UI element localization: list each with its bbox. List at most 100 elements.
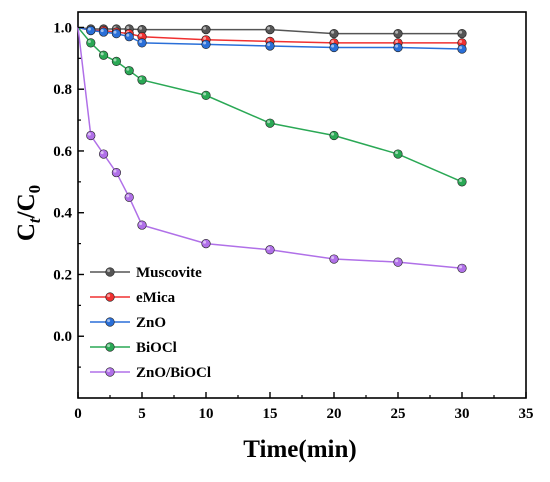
marker-highlight (113, 169, 117, 173)
marker-highlight (331, 132, 335, 136)
marker-highlight (203, 41, 207, 45)
data-point (111, 56, 121, 67)
data-point (329, 130, 339, 141)
x-tick-label: 30 (455, 406, 470, 422)
data-point (265, 25, 275, 35)
data-point (124, 32, 134, 42)
ticks-layer: 0 5 10 15 20 25 30 35 0.0 0.2 0.4 0.6 0.8 1.0 (53, 20, 533, 422)
marker-highlight (126, 67, 130, 71)
x-tick-label: 20 (327, 406, 342, 422)
legend-label: eMica (136, 290, 176, 306)
legend-label: ZnO/BiOCl (136, 365, 211, 381)
data-point (137, 75, 147, 85)
data-point (457, 29, 467, 39)
marker-fill (265, 118, 275, 128)
marker-highlight (459, 39, 463, 43)
marker-fill (329, 130, 339, 141)
data-point (98, 149, 109, 159)
marker-highlight (139, 39, 143, 43)
data-point (201, 25, 211, 35)
legend-item: BiOCl (90, 340, 177, 356)
marker-fill (86, 130, 96, 141)
data-point (265, 41, 275, 51)
marker-highlight (87, 39, 91, 43)
y-tick-label: 0.4 (53, 206, 72, 222)
marker-fill (111, 56, 121, 67)
legend-item: Muscovite (90, 265, 202, 281)
marker-highlight (126, 33, 130, 37)
y-axis-title-main: C (13, 223, 40, 241)
data-point (137, 25, 147, 35)
marker-highlight (113, 58, 117, 62)
marker-highlight (395, 151, 399, 155)
marker-highlight (203, 26, 207, 30)
legend-marker (105, 367, 115, 377)
legend-marker (105, 267, 115, 277)
data-point (124, 192, 134, 202)
legend-item: ZnO/BiOCl (90, 365, 211, 381)
marker-highlight (126, 194, 130, 198)
marker-highlight (107, 344, 111, 348)
marker-fill (201, 39, 211, 50)
series-line (77, 26, 463, 183)
data-point (393, 257, 403, 267)
legend-marker (105, 317, 115, 327)
marker-highlight (139, 222, 143, 226)
y-axis-title: Ct/C0 (13, 185, 44, 241)
data-point (393, 149, 403, 159)
marker-fill (457, 44, 467, 54)
marker-fill (265, 245, 275, 255)
marker-highlight (107, 269, 111, 273)
marker-highlight (139, 33, 143, 37)
series-zno (77, 25, 467, 54)
data-point (98, 50, 109, 60)
marker-fill (137, 38, 147, 48)
data-point (457, 177, 467, 187)
legend-label: Muscovite (136, 265, 202, 281)
data-point (86, 25, 96, 36)
marker-highlight (459, 30, 463, 34)
data-point (265, 245, 275, 255)
marker-highlight (203, 92, 207, 96)
data-point (111, 29, 121, 39)
data-point (329, 29, 339, 39)
legend-marker (105, 292, 115, 302)
data-point (201, 239, 211, 249)
x-tick-label: 15 (263, 406, 278, 422)
marker-fill (86, 25, 96, 36)
marker-fill (457, 263, 467, 273)
data-point (329, 254, 339, 264)
data-point (98, 27, 109, 37)
marker-fill (105, 342, 115, 352)
marker-highlight (267, 26, 271, 30)
data-point (137, 38, 147, 48)
marker-fill (98, 27, 109, 37)
marker-highlight (107, 369, 111, 373)
marker-fill (201, 239, 211, 249)
marker-highlight (107, 319, 111, 323)
marker-fill (329, 42, 339, 53)
x-tick-label: 0 (74, 406, 82, 422)
series-line (77, 27, 463, 270)
marker-highlight (395, 44, 399, 48)
marker-fill (265, 41, 275, 51)
legend-label: BiOCl (136, 340, 177, 356)
x-tick-label: 25 (391, 406, 406, 422)
marker-fill (105, 367, 115, 377)
marker-highlight (113, 30, 117, 34)
series-zno-biocl (77, 27, 467, 273)
marker-fill (329, 254, 339, 264)
marker-highlight (100, 29, 104, 33)
series-layer (77, 24, 467, 273)
marker-highlight (395, 30, 399, 34)
marker-fill (111, 29, 121, 39)
y-tick-label: 0.0 (53, 329, 72, 345)
marker-highlight (107, 294, 111, 298)
x-tick-label: 5 (138, 406, 146, 422)
marker-highlight (459, 265, 463, 269)
legend-item: eMica (90, 290, 176, 306)
marker-fill (98, 50, 109, 60)
marker-fill (457, 177, 467, 187)
marker-fill (137, 220, 147, 230)
data-point (201, 90, 211, 100)
